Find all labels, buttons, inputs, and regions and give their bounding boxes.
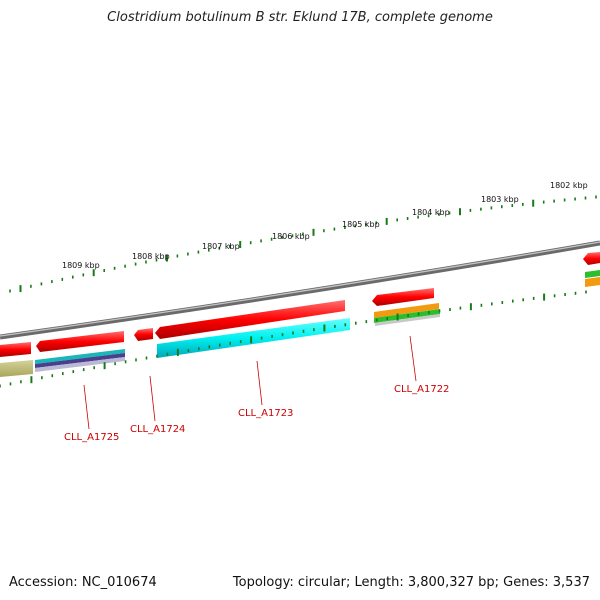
gene-label-leaders [83,335,417,430]
feature-band-green-right [585,270,600,278]
scale-label-1805: 1805 kbp [342,220,380,229]
gene-labels: CLL_A1725 CLL_A1724 CLL_A1723 CLL_A1722 [64,384,449,443]
feature-bands [0,270,600,377]
outer-scale-ticks [9,195,597,293]
feature-band-indigo [35,353,125,368]
gene-cds-left-edge [0,342,31,357]
inner-scale-ticks [0,290,587,388]
genome-backbone [0,240,600,340]
scale-label-1802: 1802 kbp [550,181,588,190]
topology-text: Topology: circular; Length: 3,800,327 bp… [232,575,590,590]
gene-cds-cll-a1722 [372,288,434,306]
scale-label-1803: 1803 kbp [481,195,519,204]
scale-labels: 1809 kbp 1808 kbp 1807 kbp 1806 kbp 1805… [62,181,588,270]
gene-label-cll-a1722: CLL_A1722 [394,384,449,395]
scale-label-1806: 1806 kbp [272,232,310,241]
feature-band-orange-right [585,277,600,287]
gene-cds-cll-a1725 [36,331,124,352]
map-title: Clostridium botulinum B str. Eklund 17B,… [107,10,493,25]
scale-label-1807: 1807 kbp [202,242,240,251]
gene-label-cll-a1725: CLL_A1725 [64,432,119,443]
feature-band-cyan [157,318,350,358]
scale-label-1809: 1809 kbp [62,261,100,270]
feature-band-olive [0,360,33,377]
gene-label-cll-a1723: CLL_A1723 [238,408,293,419]
scale-label-1808: 1808 kbp [132,252,170,261]
feature-band-orange [374,303,439,318]
gene-label-cll-a1724: CLL_A1724 [130,424,185,435]
feature-band-teal [35,349,125,364]
cds-track [0,252,600,357]
gene-cds-right-edge [583,252,600,265]
feature-band-gray [375,314,440,326]
accession-text: Accession: NC_010674 [9,575,157,590]
feature-band-lavender [35,357,125,372]
feature-band-green [374,309,440,323]
gene-cds-cll-a1724 [134,328,153,341]
scale-label-1804: 1804 kbp [412,208,450,217]
gene-cds-cll-a1723 [155,300,345,339]
